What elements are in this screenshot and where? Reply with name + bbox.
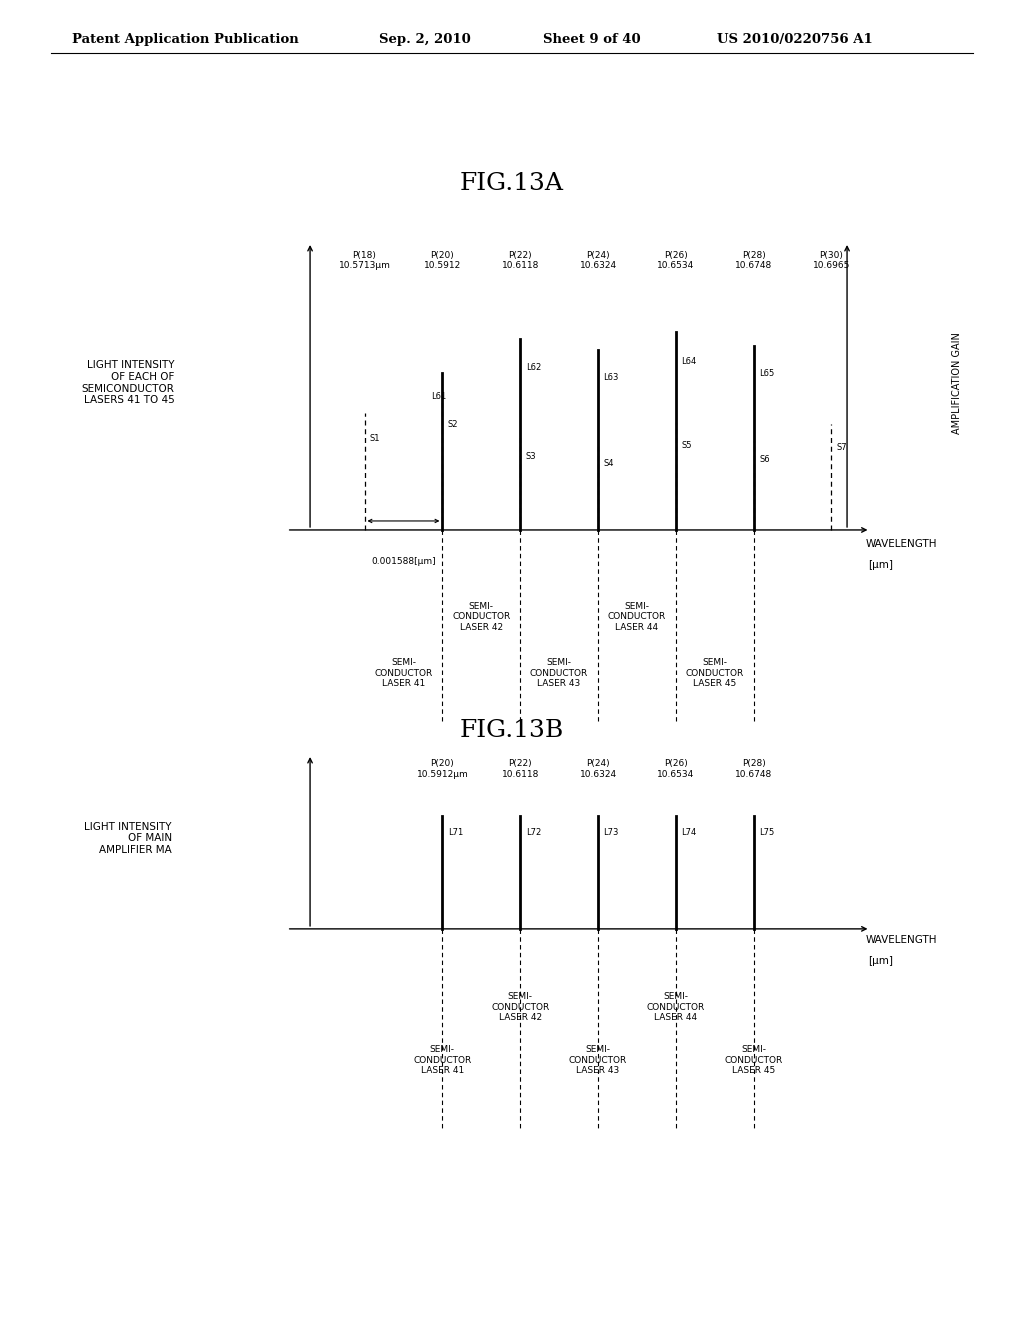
Text: S1: S1: [370, 434, 381, 444]
Text: L62: L62: [525, 363, 541, 372]
Text: SEMI-
CONDUCTOR
LASER 44: SEMI- CONDUCTOR LASER 44: [608, 602, 666, 632]
Text: LIGHT INTENSITY
OF MAIN
AMPLIFIER MA: LIGHT INTENSITY OF MAIN AMPLIFIER MA: [84, 821, 172, 855]
Text: WAVELENGTH: WAVELENGTH: [865, 539, 937, 549]
Text: SEMI-
CONDUCTOR
LASER 42: SEMI- CONDUCTOR LASER 42: [492, 993, 549, 1022]
Text: US 2010/0220756 A1: US 2010/0220756 A1: [717, 33, 872, 46]
Text: S4: S4: [603, 459, 614, 467]
Text: 0.001588[μm]: 0.001588[μm]: [371, 557, 436, 566]
Text: S5: S5: [681, 441, 692, 450]
Text: L71: L71: [447, 828, 463, 837]
Text: S2: S2: [447, 420, 459, 429]
Text: AMPLIFICATION GAIN: AMPLIFICATION GAIN: [952, 331, 963, 434]
Text: SEMI-
CONDUCTOR
LASER 44: SEMI- CONDUCTOR LASER 44: [647, 993, 705, 1022]
Text: S7: S7: [837, 444, 848, 451]
Text: P(26)
10.6534: P(26) 10.6534: [657, 759, 694, 779]
Text: P(26)
10.6534: P(26) 10.6534: [657, 251, 694, 271]
Text: SEMI-
CONDUCTOR
LASER 41: SEMI- CONDUCTOR LASER 41: [375, 659, 432, 688]
Text: LIGHT INTENSITY
OF EACH OF
SEMICONDUCTOR
LASERS 41 TO 45: LIGHT INTENSITY OF EACH OF SEMICONDUCTOR…: [82, 360, 174, 405]
Text: L73: L73: [603, 828, 618, 837]
Text: Sep. 2, 2010: Sep. 2, 2010: [379, 33, 471, 46]
Text: P(22)
10.6118: P(22) 10.6118: [502, 251, 539, 271]
Text: SEMI-
CONDUCTOR
LASER 43: SEMI- CONDUCTOR LASER 43: [530, 659, 588, 688]
Text: L65: L65: [759, 368, 774, 378]
Text: P(28)
10.6748: P(28) 10.6748: [735, 251, 772, 271]
Text: [μm]: [μm]: [868, 956, 893, 966]
Text: Patent Application Publication: Patent Application Publication: [72, 33, 298, 46]
Text: FIG.13B: FIG.13B: [460, 719, 564, 742]
Text: L74: L74: [681, 828, 696, 837]
Text: FIG.13A: FIG.13A: [460, 172, 564, 194]
Text: L72: L72: [525, 828, 541, 837]
Text: P(30)
10.6965: P(30) 10.6965: [813, 251, 850, 271]
Text: L64: L64: [681, 358, 696, 366]
Text: P(28)
10.6748: P(28) 10.6748: [735, 759, 772, 779]
Text: P(20)
10.5912μm: P(20) 10.5912μm: [417, 759, 468, 779]
Text: P(18)
10.5713μm: P(18) 10.5713μm: [339, 251, 390, 271]
Text: SEMI-
CONDUCTOR
LASER 43: SEMI- CONDUCTOR LASER 43: [569, 1045, 627, 1076]
Text: SEMI-
CONDUCTOR
LASER 42: SEMI- CONDUCTOR LASER 42: [453, 602, 510, 632]
Text: L61: L61: [431, 392, 445, 401]
Text: S3: S3: [525, 451, 537, 461]
Text: P(24)
10.6324: P(24) 10.6324: [580, 251, 616, 271]
Text: P(20)
10.5912: P(20) 10.5912: [424, 251, 461, 271]
Text: P(22)
10.6118: P(22) 10.6118: [502, 759, 539, 779]
Text: S6: S6: [759, 455, 770, 465]
Text: L63: L63: [603, 372, 618, 381]
Text: P(24)
10.6324: P(24) 10.6324: [580, 759, 616, 779]
Text: [μm]: [μm]: [868, 560, 893, 570]
Text: SEMI-
CONDUCTOR
LASER 45: SEMI- CONDUCTOR LASER 45: [725, 1045, 782, 1076]
Text: SEMI-
CONDUCTOR
LASER 45: SEMI- CONDUCTOR LASER 45: [686, 659, 743, 688]
Text: WAVELENGTH: WAVELENGTH: [865, 935, 937, 945]
Text: Sheet 9 of 40: Sheet 9 of 40: [543, 33, 640, 46]
Text: SEMI-
CONDUCTOR
LASER 41: SEMI- CONDUCTOR LASER 41: [414, 1045, 471, 1076]
Text: L75: L75: [759, 828, 774, 837]
